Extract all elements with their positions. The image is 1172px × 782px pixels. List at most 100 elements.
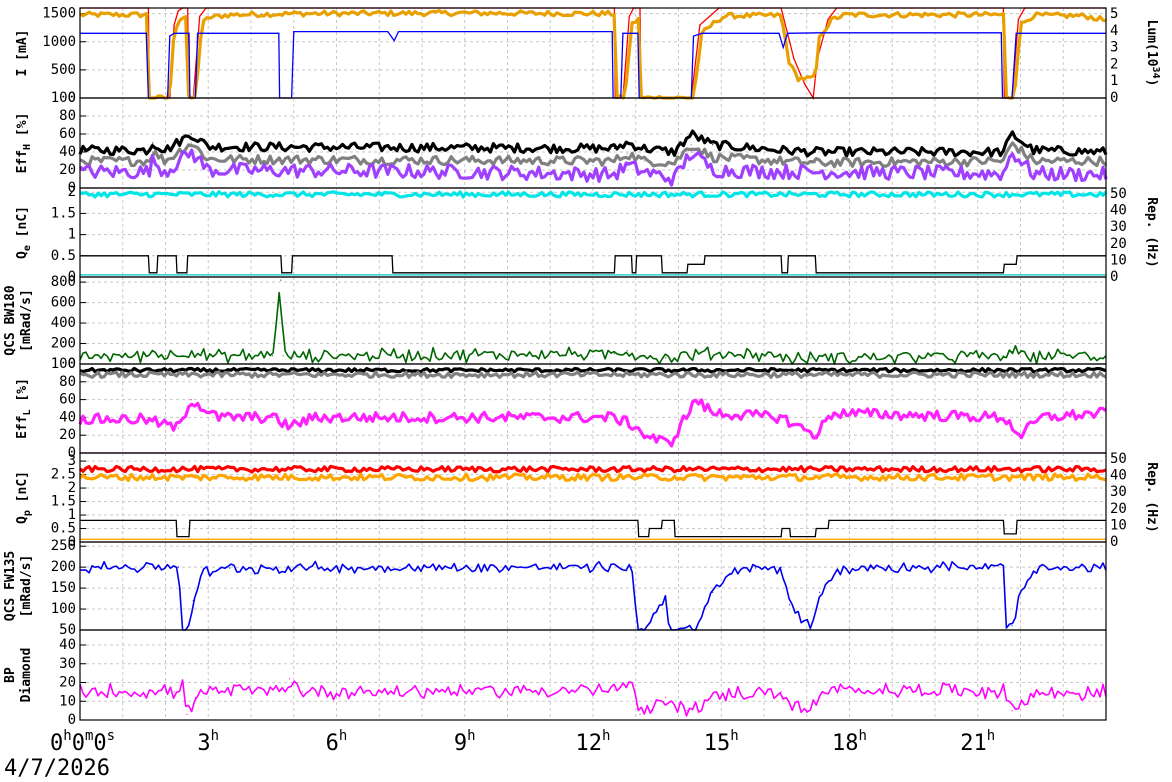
ytick-right-label: 40	[1110, 468, 1127, 484]
data-point	[630, 681, 633, 684]
ylabel-left: EffH [%]	[15, 113, 33, 174]
data-point	[229, 567, 231, 569]
xtick-label: 15h	[704, 728, 739, 756]
data-point	[1041, 416, 1043, 418]
data-point	[613, 160, 616, 162]
series-band	[78, 464, 1107, 474]
data-point	[177, 10, 179, 12]
series-band	[80, 560, 1107, 631]
data-point	[293, 31, 295, 33]
ytick-label: 200	[51, 559, 76, 575]
data-point	[1084, 15, 1086, 17]
data-point	[177, 566, 179, 568]
ytick-right-label: 1	[1110, 73, 1118, 89]
data-point	[173, 691, 175, 693]
data-point	[669, 443, 671, 445]
data-point	[630, 566, 633, 568]
data-point	[464, 12, 466, 14]
ytick-right-label: 50	[1110, 451, 1127, 467]
data-point	[780, 149, 782, 151]
data-point	[1002, 519, 1005, 522]
data-point	[147, 171, 149, 173]
ytick-label: 20	[59, 675, 76, 691]
data-point	[1011, 133, 1013, 135]
data-point	[207, 17, 209, 19]
data-point	[175, 519, 177, 522]
data-point	[152, 160, 154, 162]
ytick-label: 40	[59, 144, 76, 160]
data-point	[201, 572, 203, 575]
data-point	[638, 536, 640, 538]
ytick-right-label: 50	[1110, 186, 1127, 202]
data-point	[831, 18, 834, 20]
data-point	[643, 434, 645, 436]
data-point	[271, 355, 273, 357]
data-point	[827, 527, 829, 530]
data-point	[673, 178, 675, 180]
data-point	[780, 255, 782, 257]
ytick-label: 2	[68, 184, 76, 200]
data-point	[699, 353, 701, 355]
data-point	[810, 193, 812, 195]
xtick-label: 9h	[454, 728, 476, 756]
data-point	[690, 133, 692, 135]
data-point	[1002, 689, 1005, 691]
data-point	[288, 678, 291, 680]
data-point	[1032, 693, 1034, 695]
ytick-label: 0.5	[51, 248, 76, 264]
data-point	[1000, 32, 1002, 34]
data-point	[778, 32, 780, 34]
data-point	[819, 591, 821, 593]
data-point	[789, 63, 791, 65]
data-point	[1003, 533, 1005, 535]
ytick-label: 800	[51, 274, 76, 290]
series-band	[78, 148, 1108, 187]
data-point	[1011, 625, 1013, 627]
ytick-right-label: 10	[1110, 252, 1127, 268]
ylabel-left: [mRad/s]	[19, 555, 34, 618]
ytick-right-label: 4	[1110, 23, 1118, 39]
data-point	[147, 355, 149, 357]
ylabel-left: QCS BW180	[3, 285, 18, 356]
data-point	[1003, 263, 1005, 265]
data-point	[152, 351, 154, 353]
data-point	[164, 171, 167, 173]
series-line	[80, 30, 1106, 99]
panel-bw180: 0 200 400 600 800 QCS BW180 [mRad/s]	[3, 274, 1107, 372]
data-point	[1016, 519, 1018, 522]
data-point	[613, 173, 616, 176]
data-point	[639, 713, 641, 716]
ylabel-right: Rep. (Hz)	[1144, 197, 1159, 267]
data-point	[699, 24, 701, 26]
data-point	[397, 31, 400, 33]
data-point	[782, 46, 784, 49]
data-point	[831, 412, 834, 414]
ytick-right-label: 5	[1110, 6, 1118, 22]
series-band	[79, 370, 1107, 379]
series-band	[79, 679, 1107, 717]
data-point	[176, 272, 178, 274]
xtick-label: 12h	[576, 728, 611, 756]
data-point	[674, 536, 676, 538]
ytick-right-label: 0	[1110, 269, 1118, 285]
data-point	[188, 32, 190, 34]
ytick-label: 80	[59, 108, 76, 124]
data-point	[844, 14, 846, 16]
data-point	[216, 416, 218, 418]
ylabel-left: Qp [nC]	[15, 471, 33, 524]
xtick-label: 0h0m0s	[50, 728, 115, 756]
data-point	[630, 24, 633, 26]
ytick-label: 0	[68, 712, 76, 728]
data-point	[1011, 151, 1013, 153]
data-point	[780, 171, 782, 173]
data-point	[613, 272, 616, 274]
series-band	[79, 9, 1107, 100]
data-point	[781, 272, 783, 274]
data-point	[840, 689, 842, 691]
data-point	[156, 272, 158, 274]
data-point	[636, 255, 638, 257]
data-point	[1002, 416, 1005, 418]
data-point	[190, 133, 192, 135]
